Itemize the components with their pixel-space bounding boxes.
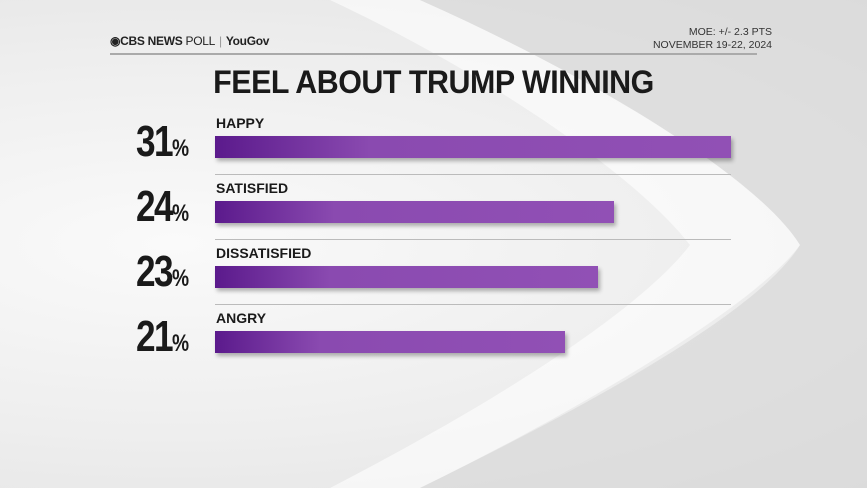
partner-name: YouGov xyxy=(225,34,270,48)
bar-row: 31% HAPPY xyxy=(110,115,731,182)
brand-separator: | xyxy=(219,34,222,48)
cbs-eye-icon: ◉ xyxy=(110,34,121,48)
value-label: 21% xyxy=(136,312,190,361)
chart-title: FEEL ABOUT TRUMP WINNING xyxy=(213,64,654,100)
percent-sign: % xyxy=(171,135,190,162)
value-label: 24% xyxy=(136,182,190,231)
category-label: SATISFIED xyxy=(216,180,289,196)
bar xyxy=(215,331,565,353)
margin-of-error: MOE: +/- 2.3 PTS xyxy=(688,26,772,38)
brand-poll: POLL xyxy=(185,34,216,48)
value-label: 31% xyxy=(136,117,190,166)
header-rule xyxy=(110,53,757,55)
poll-dates: NOVEMBER 19-22, 2024 xyxy=(652,39,772,51)
bar-row: 23% DISSATISFIED xyxy=(110,245,731,312)
poll-meta: MOE: +/- 2.3 PTS NOVEMBER 19-22, 2024 xyxy=(653,26,772,52)
row-divider xyxy=(215,304,731,305)
row-divider xyxy=(215,239,731,240)
brand-logo: ◉CBS NEWS POLL | YouGov xyxy=(110,34,269,48)
bar xyxy=(215,201,615,223)
percent-sign: % xyxy=(171,200,190,227)
category-label: HAPPY xyxy=(216,115,265,131)
bar-row: 24% SATISFIED xyxy=(110,180,731,247)
bar-row: 21% ANGRY xyxy=(110,310,730,377)
brand-name: CBS NEWS xyxy=(120,34,183,48)
bar xyxy=(215,266,598,288)
bar xyxy=(215,136,731,158)
percent-sign: % xyxy=(171,265,190,292)
value-label: 23% xyxy=(136,247,190,296)
category-label: ANGRY xyxy=(216,310,267,326)
category-label: DISSATISFIED xyxy=(216,245,312,261)
percent-sign: % xyxy=(171,330,190,357)
row-divider xyxy=(215,174,731,175)
